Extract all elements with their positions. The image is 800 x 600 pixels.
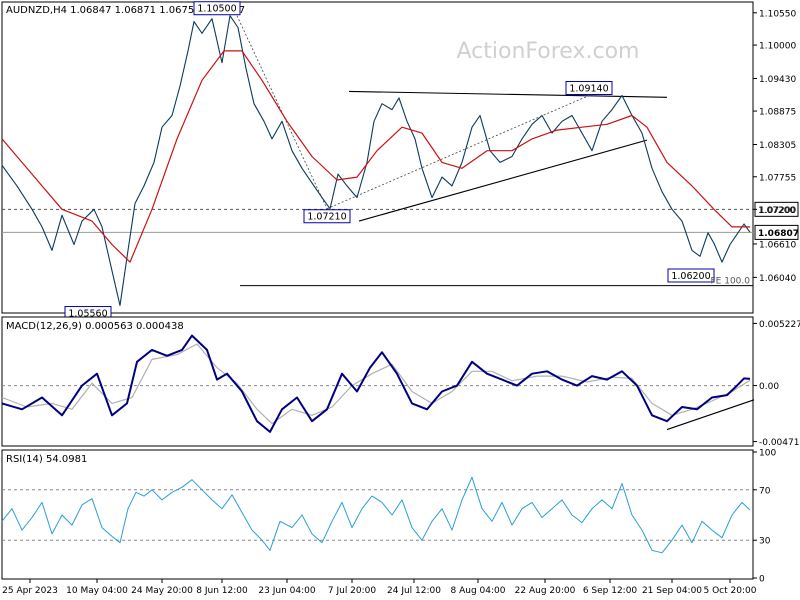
price-label: 1.06200 bbox=[671, 271, 710, 282]
price-y-tick-label: 1.10550 bbox=[759, 9, 796, 19]
annotation-label: FE 100.0 bbox=[711, 277, 751, 287]
symbol-header: AUDNZD,H4 1.06847 1.06871 1.06752 1.0680… bbox=[6, 5, 245, 16]
rsi-y-tick-label: 70 bbox=[759, 486, 771, 496]
macd-y-tick-label: 0.00 bbox=[759, 382, 779, 392]
price-label: 1.09140 bbox=[569, 84, 608, 95]
price-y-axis: 1.10550 1.10000 1.09430 1.08875 1.08305 1.077… bbox=[753, 9, 799, 284]
price-y-tick-label: 1.07755 bbox=[759, 173, 796, 183]
series-line-macd bbox=[1, 334, 751, 433]
x-tick-label: 8 Aug 04:00 bbox=[451, 586, 506, 596]
x-tick-label: 24 May 20:00 bbox=[131, 586, 193, 596]
price-series bbox=[1, 15, 751, 307]
price-y-tick-label: 1.09430 bbox=[759, 75, 796, 85]
last-price-box bbox=[754, 224, 799, 240]
macd-y-tick-label: -0.004711 bbox=[759, 438, 800, 448]
macd-title: MACD(12,26,9) 0.000563 0.000438 bbox=[6, 321, 184, 332]
rsi-title: RSI(14) 54.0981 bbox=[6, 454, 87, 465]
trendline-dotted-projection-2 bbox=[326, 95, 590, 210]
price-y-tick-label: 1.10000 bbox=[759, 42, 796, 52]
price-levels bbox=[2, 208, 753, 287]
rsi-y-tick-label: 30 bbox=[759, 537, 771, 547]
rsi-y-tick-label: 0 bbox=[759, 575, 765, 585]
price-y-tick-label: 1.06610 bbox=[759, 240, 796, 250]
trendline-dotted-projection-1 bbox=[236, 15, 328, 209]
rsi-levels bbox=[2, 489, 753, 541]
x-axis: 25 Apr 2023 10 May 04:00 24 May 20:00 8 Jun… bbox=[2, 579, 757, 596]
price-trendlines bbox=[236, 15, 668, 222]
macd-panel: MACD(12,26,9) 0.000563 0.000438 0.005227… bbox=[1, 316, 800, 448]
rsi-series bbox=[1, 476, 751, 554]
rsi-panel: RSI(14) 54.0981 100 70 30 0 bbox=[1, 449, 776, 585]
series-line-signal bbox=[1, 343, 751, 425]
series-line-ma bbox=[1, 50, 750, 263]
level-label: 1.07200 bbox=[758, 206, 795, 216]
series-line-close bbox=[1, 15, 751, 307]
price-label-box bbox=[667, 268, 715, 283]
price-y-tick-label: 1.07200 bbox=[759, 206, 796, 216]
price-label: 1.07210 bbox=[307, 212, 346, 223]
trendline-upper-channel bbox=[348, 90, 668, 98]
price-y-tick-label: 1.06040 bbox=[759, 274, 796, 284]
macd-y-tick-label: 0.005227 bbox=[759, 320, 800, 330]
price-panel-frame bbox=[1, 1, 754, 314]
macd-panel-frame bbox=[1, 316, 754, 447]
price-y-tick-label: 1.08305 bbox=[759, 141, 796, 151]
price-y-tick-label: 1.08875 bbox=[759, 108, 796, 118]
macd-y-axis: 0.005227 0.00 -0.004711 bbox=[753, 320, 800, 448]
rsi-y-tick-label: 100 bbox=[759, 449, 776, 459]
series-line-rsi bbox=[1, 476, 751, 554]
x-tick-label: 22 Aug 20:00 bbox=[515, 586, 576, 596]
price-label: 1.05560 bbox=[68, 309, 107, 320]
x-tick-label: 23 Jun 04:00 bbox=[258, 586, 315, 596]
x-tick-label: 6 Sep 12:00 bbox=[583, 586, 638, 596]
x-tick-label: 10 May 04:00 bbox=[66, 586, 128, 596]
x-tick-label: 21 Sep 04:00 bbox=[642, 586, 702, 596]
trendline-rising-support bbox=[358, 139, 648, 222]
x-tick-label: 7 Jul 20:00 bbox=[328, 586, 377, 596]
macd-series bbox=[1, 334, 751, 433]
price-annotations: 1.10500 1.05560 1.07210 1.09140 1.06200 1.072… bbox=[64, 1, 799, 321]
rsi-panel-frame bbox=[1, 449, 754, 580]
x-tick-label: 25 Apr 2023 bbox=[2, 586, 58, 596]
trendline-macd-support bbox=[666, 399, 755, 431]
x-tick-label: 5 Oct 20:00 bbox=[704, 586, 757, 596]
rsi-y-axis: 100 70 30 0 bbox=[753, 449, 776, 585]
macd-trendlines bbox=[666, 399, 755, 431]
last-price-label: 1.06807 bbox=[758, 229, 799, 239]
price-label: 1.10500 bbox=[197, 4, 236, 15]
x-tick-label: 24 Jul 12:00 bbox=[387, 586, 441, 596]
price-label-box bbox=[193, 1, 241, 16]
x-tick-label: 8 Jun 12:00 bbox=[196, 586, 248, 596]
price-label-box bbox=[565, 81, 613, 96]
watermark: ActionForex.com bbox=[457, 39, 640, 64]
price-panel: ActionForex.com AUDNZD,H4 1.06847 1.0687… bbox=[1, 1, 799, 321]
price-label-box bbox=[303, 209, 351, 224]
